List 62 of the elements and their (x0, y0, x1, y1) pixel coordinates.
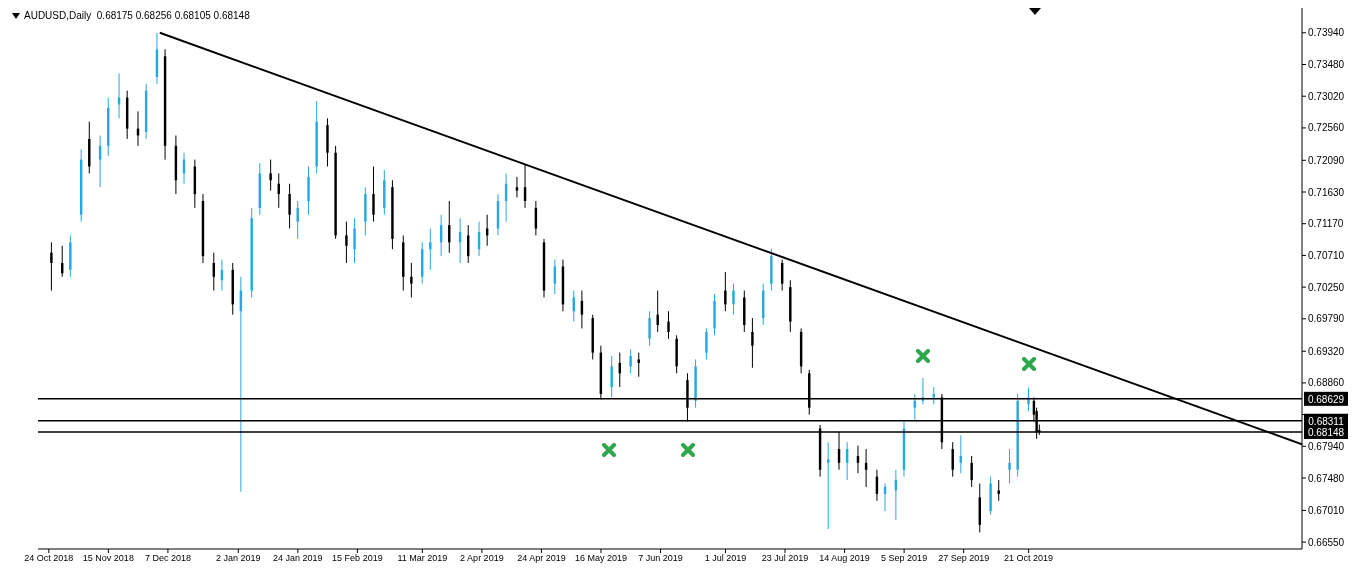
y-tick-label: 0.70250 (1308, 281, 1345, 293)
y-tick-label: 0.67480 (1308, 472, 1345, 484)
candlestick (724, 271, 727, 312)
candlestick (705, 327, 708, 360)
candlestick (648, 310, 651, 347)
candlestick (732, 283, 735, 316)
candlestick (50, 241, 53, 292)
x-tick-label: 2 Jan 2019 (216, 553, 261, 564)
y-tick-label: 0.67940 (1308, 440, 1345, 452)
x-tick-label: 24 Oct 2018 (24, 553, 74, 564)
x-tick-label: 16 May 2019 (574, 553, 627, 564)
y-tick-label: 0.72090 (1308, 154, 1345, 166)
candlestick (997, 479, 1000, 502)
x-tick-label: 14 Aug 2019 (819, 553, 870, 564)
y-tick-label: 0.71170 (1308, 218, 1344, 230)
candlestick (296, 200, 299, 240)
candlestick (667, 310, 670, 340)
candlestick (372, 166, 375, 223)
y-tick-label: 0.70710 (1308, 249, 1345, 261)
y-tick-label: 0.73480 (1308, 59, 1345, 71)
x-tick-label: 7 Dec 2018 (144, 553, 191, 564)
y-tick-label: 0.73020 (1308, 90, 1345, 102)
ref-line-label: 0.68629 (1307, 393, 1345, 405)
x-tick-label: 24 Apr 2019 (517, 553, 566, 564)
candlestick (951, 441, 954, 478)
y-tick-label: 0.72560 (1308, 122, 1345, 134)
candlestick (629, 348, 632, 374)
x-tick-label: 7 Jun 2019 (638, 553, 683, 564)
y-tick-label: 0.69320 (1308, 345, 1345, 357)
candlestick (410, 262, 413, 298)
y-tick-label: 0.66550 (1308, 536, 1345, 548)
chart-title: AUDUSD,Daily 0.68175 0.68256 0.68105 0.68148 (24, 10, 250, 21)
ref-line-label: 0.68148 (1307, 426, 1345, 438)
ref-line-label: 0.68311 (1308, 415, 1345, 427)
x-tick-label: 11 Mar 2019 (397, 553, 448, 564)
x-tick-label: 1 Jul 2019 (704, 553, 747, 564)
candlestick (637, 352, 640, 378)
x-tick-label: 23 Jul 2019 (761, 553, 809, 564)
candlestick (515, 176, 519, 199)
candlestick (429, 228, 432, 271)
x-tick-label: 21 Oct 2019 (1004, 553, 1054, 564)
y-tick-label: 0.68860 (1308, 377, 1345, 389)
candlestick (610, 355, 613, 398)
y-tick-label: 0.73940 (1308, 27, 1345, 39)
x-tick-label: 5 Sep 2019 (881, 553, 928, 564)
y-tick-label: 0.67010 (1308, 504, 1345, 516)
x-tick-label: 27 Sep 2019 (938, 553, 990, 564)
x-tick-label: 15 Feb 2019 (332, 553, 383, 564)
y-tick-label: 0.71630 (1308, 186, 1345, 198)
y-tick-label: 0.69790 (1308, 313, 1345, 325)
candlestick (751, 317, 754, 369)
candlestick (970, 455, 973, 488)
x-tick-label: 15 Nov 2018 (82, 553, 134, 564)
x-tick-label: 2 Apr 2019 (460, 553, 504, 564)
candlestick (345, 221, 348, 264)
candlestick (826, 441, 830, 530)
candlestick (353, 217, 356, 264)
candlestick (288, 183, 291, 230)
candlestick (269, 159, 272, 192)
candlestick (1008, 448, 1011, 485)
candlestick (656, 290, 659, 333)
x-tick-label: 24 Jan 2019 (273, 553, 323, 564)
